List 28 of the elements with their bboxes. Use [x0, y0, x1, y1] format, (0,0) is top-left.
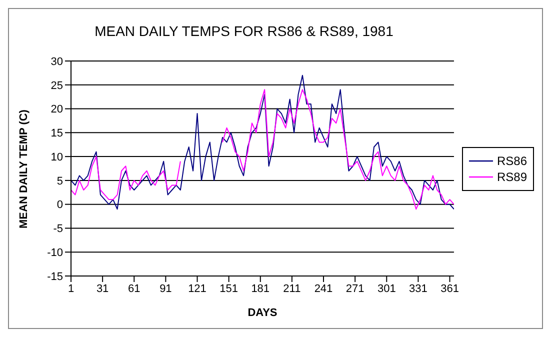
x-tick-label: 301	[377, 282, 396, 295]
x-tick-label: 1	[68, 282, 74, 295]
x-tick-label: 61	[128, 282, 140, 295]
x-axis-title: DAYS	[248, 307, 278, 319]
y-tick-label: 25	[50, 80, 63, 92]
x-tick-label: 91	[160, 282, 172, 295]
y-tick-label: 15	[50, 128, 63, 140]
y-tick-label: 0	[56, 199, 63, 212]
x-tick-label: 211	[283, 282, 301, 295]
y-tick-label: -10	[47, 247, 63, 260]
y-tick-label: -15	[47, 270, 63, 283]
y-tick-label: 5	[56, 175, 63, 188]
x-tick-label: 151	[220, 282, 238, 295]
x-tick-label: 331	[409, 282, 428, 295]
legend-label: RS89	[496, 170, 527, 184]
chart-title: MEAN DAILY TEMPS FOR RS86 & RS89, 1981	[94, 23, 394, 39]
x-tick-label: 271	[346, 282, 364, 295]
x-tick-label: 361	[440, 282, 459, 295]
x-tick-label: 121	[188, 282, 206, 295]
y-tick-label: 10	[50, 151, 63, 164]
y-tick-label: -5	[53, 223, 63, 236]
y-axis-title: MEAN DAILY TEMP (C)	[18, 109, 30, 228]
y-tick-label: 30	[50, 56, 63, 68]
y-tick-label: 20	[50, 104, 63, 116]
x-tick-label: 181	[251, 282, 270, 295]
x-tick-label: 241	[314, 282, 333, 295]
legend-label: RS86	[496, 154, 527, 168]
x-tick-label: 31	[96, 282, 109, 295]
